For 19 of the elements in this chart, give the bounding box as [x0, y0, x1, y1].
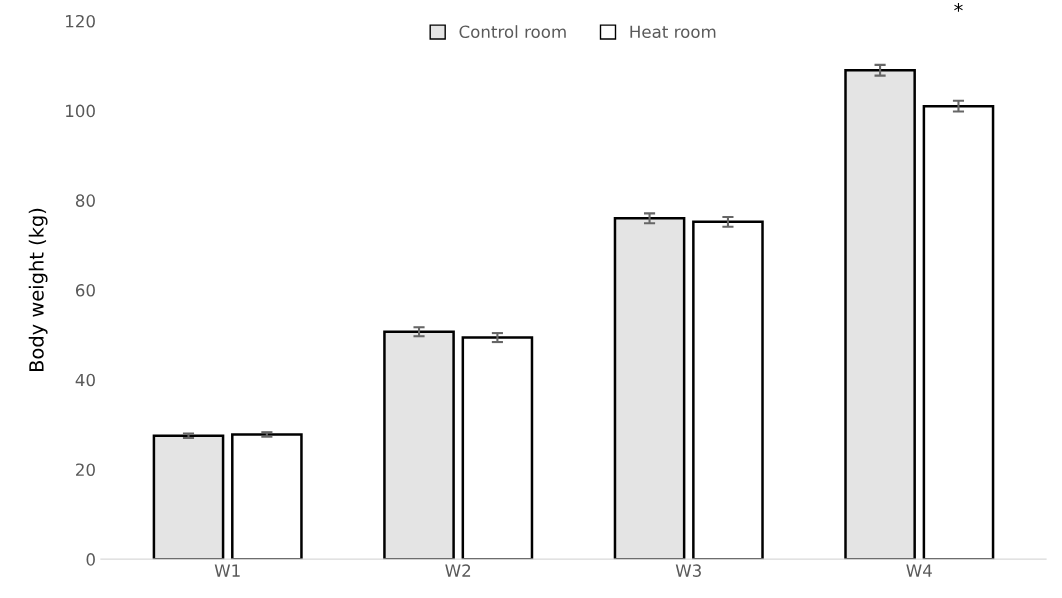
- x-tick-label: W4: [906, 564, 932, 577]
- y-axis-title: Body weight (kg): [28, 208, 48, 372]
- legend-label: Control room: [459, 25, 566, 39]
- y-tick-label: 80: [75, 194, 95, 207]
- bar: [461, 336, 534, 560]
- y-tick-label: 0: [86, 553, 95, 566]
- text: *: [954, 3, 963, 12]
- x-tick-label: W2: [445, 564, 471, 577]
- y-tick-label: 100: [66, 104, 95, 118]
- bar: [922, 104, 995, 560]
- x-tick-label: W1: [214, 564, 240, 577]
- bar: [692, 220, 764, 560]
- y-tick-label: 40: [75, 373, 95, 387]
- y-tick-label: 120: [66, 14, 95, 28]
- y-tick-label: 20: [76, 463, 95, 476]
- y-tick-label: 60: [75, 283, 95, 297]
- legend-label: Heat room: [630, 25, 716, 39]
- bar: [231, 433, 303, 560]
- x-tick-label: W3: [675, 564, 701, 577]
